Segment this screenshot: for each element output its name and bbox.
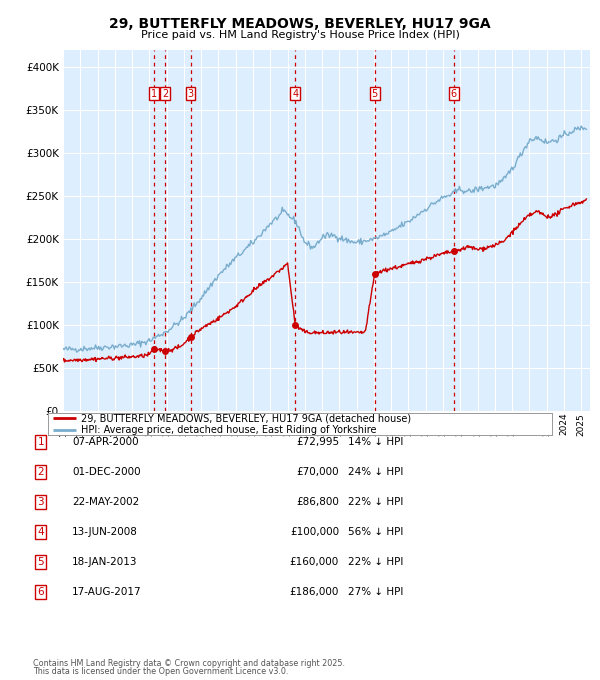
Text: 22% ↓ HPI: 22% ↓ HPI (348, 497, 403, 507)
Text: £86,800: £86,800 (296, 497, 339, 507)
Text: 3: 3 (37, 497, 44, 507)
Text: 1: 1 (151, 88, 157, 99)
Text: 5: 5 (37, 557, 44, 566)
Text: 6: 6 (451, 88, 457, 99)
Text: £160,000: £160,000 (290, 557, 339, 566)
Text: 22-MAY-2002: 22-MAY-2002 (72, 497, 139, 507)
Text: 6: 6 (37, 587, 44, 596)
Text: £72,995: £72,995 (296, 437, 339, 447)
Text: 1: 1 (37, 437, 44, 447)
Text: 4: 4 (37, 527, 44, 537)
Text: Contains HM Land Registry data © Crown copyright and database right 2025.: Contains HM Land Registry data © Crown c… (33, 659, 345, 668)
Text: 2: 2 (37, 467, 44, 477)
Text: HPI: Average price, detached house, East Riding of Yorkshire: HPI: Average price, detached house, East… (81, 425, 376, 435)
Text: 22% ↓ HPI: 22% ↓ HPI (348, 557, 403, 566)
Text: 14% ↓ HPI: 14% ↓ HPI (348, 437, 403, 447)
Text: 29, BUTTERFLY MEADOWS, BEVERLEY, HU17 9GA (detached house): 29, BUTTERFLY MEADOWS, BEVERLEY, HU17 9G… (81, 413, 411, 424)
Text: 07-APR-2000: 07-APR-2000 (72, 437, 139, 447)
Text: 56% ↓ HPI: 56% ↓ HPI (348, 527, 403, 537)
Text: 2: 2 (162, 88, 169, 99)
Text: 24% ↓ HPI: 24% ↓ HPI (348, 467, 403, 477)
Text: 18-JAN-2013: 18-JAN-2013 (72, 557, 137, 566)
Text: 13-JUN-2008: 13-JUN-2008 (72, 527, 138, 537)
Text: 5: 5 (371, 88, 378, 99)
Text: £100,000: £100,000 (290, 527, 339, 537)
Text: This data is licensed under the Open Government Licence v3.0.: This data is licensed under the Open Gov… (33, 667, 289, 676)
Text: 29, BUTTERFLY MEADOWS, BEVERLEY, HU17 9GA: 29, BUTTERFLY MEADOWS, BEVERLEY, HU17 9G… (109, 17, 491, 31)
Text: Price paid vs. HM Land Registry's House Price Index (HPI): Price paid vs. HM Land Registry's House … (140, 30, 460, 40)
Text: 01-DEC-2000: 01-DEC-2000 (72, 467, 140, 477)
Text: 3: 3 (188, 88, 194, 99)
Text: £70,000: £70,000 (296, 467, 339, 477)
Text: 27% ↓ HPI: 27% ↓ HPI (348, 587, 403, 596)
Text: £186,000: £186,000 (290, 587, 339, 596)
Text: 4: 4 (292, 88, 298, 99)
Text: 17-AUG-2017: 17-AUG-2017 (72, 587, 142, 596)
